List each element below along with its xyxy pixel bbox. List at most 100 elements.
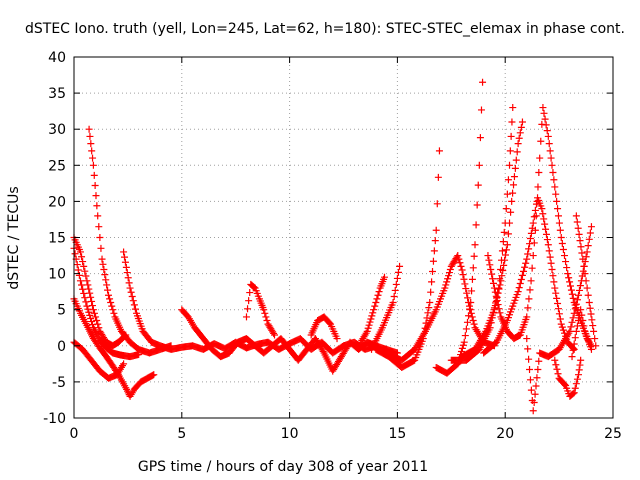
data-point <box>462 325 470 333</box>
data-point <box>498 272 506 280</box>
data-point <box>488 270 496 278</box>
data-point <box>576 237 584 245</box>
data-point <box>545 140 553 148</box>
data-point <box>557 320 565 328</box>
data-point <box>429 268 437 276</box>
data-point <box>548 161 556 169</box>
data-point <box>460 338 468 346</box>
data-point <box>543 127 551 135</box>
data-point <box>263 317 271 325</box>
data-point <box>527 386 535 394</box>
data-point <box>499 238 507 246</box>
data-point <box>495 305 503 313</box>
data-point <box>373 295 381 303</box>
data-point <box>540 215 548 223</box>
data-point <box>506 219 514 227</box>
data-point <box>87 314 95 322</box>
data-point <box>76 248 84 256</box>
y-axis-label: dSTEC / TECUs <box>6 186 22 289</box>
data-point <box>586 229 594 237</box>
series-arc <box>70 295 158 400</box>
axis-ticks: 0 5 10 15 20 25 -10 -5 0 5 10 15 20 25 30 35 40 <box>43 50 622 442</box>
data-point <box>587 223 595 231</box>
data-point <box>592 342 600 350</box>
data-point <box>124 274 132 282</box>
data-point <box>551 183 559 191</box>
series-arc <box>70 244 143 361</box>
data-point <box>577 306 585 314</box>
data-point <box>93 317 101 325</box>
data-point <box>459 271 467 279</box>
data-point <box>492 292 500 300</box>
y-tick-label: 0 <box>57 339 66 355</box>
data-point <box>523 255 531 263</box>
data-point <box>99 260 107 268</box>
data-point <box>497 277 505 285</box>
data-point <box>98 255 106 263</box>
data-point <box>527 277 535 285</box>
series-arc <box>372 147 443 371</box>
data-point <box>585 298 593 306</box>
data-point <box>563 264 571 272</box>
y-tick-label: 10 <box>48 267 66 283</box>
data-point <box>528 264 536 272</box>
x-tick-label: 15 <box>388 426 406 442</box>
data-point <box>547 259 555 267</box>
data-point <box>120 360 128 368</box>
data-point <box>558 240 566 248</box>
data-point <box>122 263 130 271</box>
data-point <box>374 291 382 299</box>
data-point <box>566 282 574 290</box>
data-point <box>464 294 472 302</box>
data-point <box>584 291 592 299</box>
data-point <box>500 261 508 269</box>
data-point <box>424 309 432 317</box>
data-point <box>579 255 587 263</box>
data-point <box>477 106 485 114</box>
data-point <box>571 384 579 392</box>
data-point <box>556 315 564 323</box>
data-point <box>97 244 105 252</box>
data-point <box>577 356 585 364</box>
series-arc <box>572 212 600 350</box>
data-point <box>557 234 565 241</box>
data-point <box>470 320 478 328</box>
data-point <box>366 318 374 326</box>
data-point <box>79 285 87 293</box>
data-point <box>576 361 584 369</box>
data-point <box>121 253 129 261</box>
data-point <box>109 306 117 314</box>
data-point <box>96 234 104 241</box>
data-point <box>549 272 557 280</box>
data-point <box>578 311 586 319</box>
data-point <box>475 161 483 169</box>
data-point <box>555 219 563 227</box>
data-point <box>262 313 270 321</box>
data-point <box>511 164 519 172</box>
data-point <box>539 104 547 112</box>
data-point <box>527 229 535 237</box>
data-point <box>432 226 440 234</box>
data-point <box>394 268 402 276</box>
y-tick-label: 25 <box>48 158 66 174</box>
data-point <box>466 305 474 313</box>
data-point <box>586 304 594 312</box>
data-point <box>572 327 580 335</box>
data-point <box>526 286 534 294</box>
data-point <box>71 250 79 258</box>
data-point <box>589 322 597 330</box>
data-point <box>542 121 550 129</box>
data-point <box>581 270 589 278</box>
data-points <box>70 78 600 415</box>
data-point <box>489 275 497 283</box>
data-point <box>535 357 543 365</box>
data-point <box>572 380 580 388</box>
data-point <box>461 280 469 288</box>
data-point <box>575 286 583 294</box>
data-point <box>575 371 583 379</box>
data-point <box>491 288 499 296</box>
data-point <box>514 140 522 148</box>
data-point <box>517 123 525 131</box>
data-point <box>545 247 553 255</box>
data-point <box>333 335 341 343</box>
